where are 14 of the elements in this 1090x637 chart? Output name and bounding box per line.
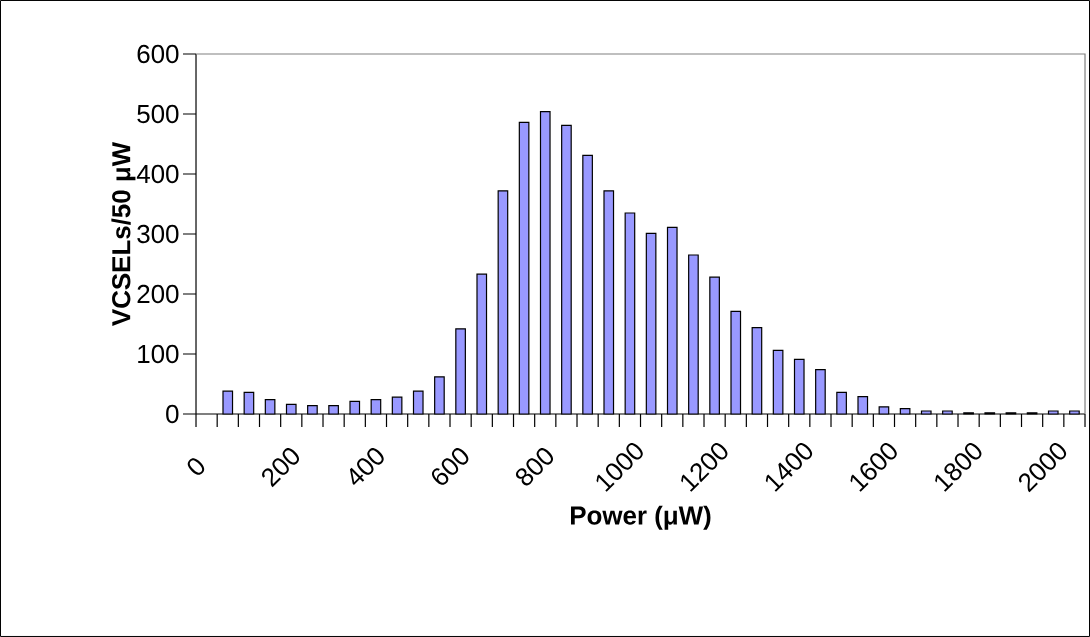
- x-tick-label: 800: [515, 448, 554, 486]
- x-tick-label: 400: [349, 448, 384, 485]
- y-tick-label: 600: [137, 44, 179, 64]
- y-tick-label: 500: [137, 104, 179, 124]
- x-tick-label: 600: [431, 448, 469, 485]
- y-tick-label: 0: [166, 404, 179, 424]
- x-axis-title: Power (μW): [571, 505, 711, 530]
- x-tick-label: 0: [187, 458, 205, 475]
- y-tick-label: 200: [137, 284, 179, 304]
- y-tick-label: 300: [137, 224, 179, 244]
- x-tick-label: 200: [262, 448, 300, 488]
- y-axis-title: VCSELs/50 μW: [111, 141, 136, 326]
- y-tick-label: 100: [138, 344, 179, 364]
- y-tick-label: 400: [136, 164, 179, 184]
